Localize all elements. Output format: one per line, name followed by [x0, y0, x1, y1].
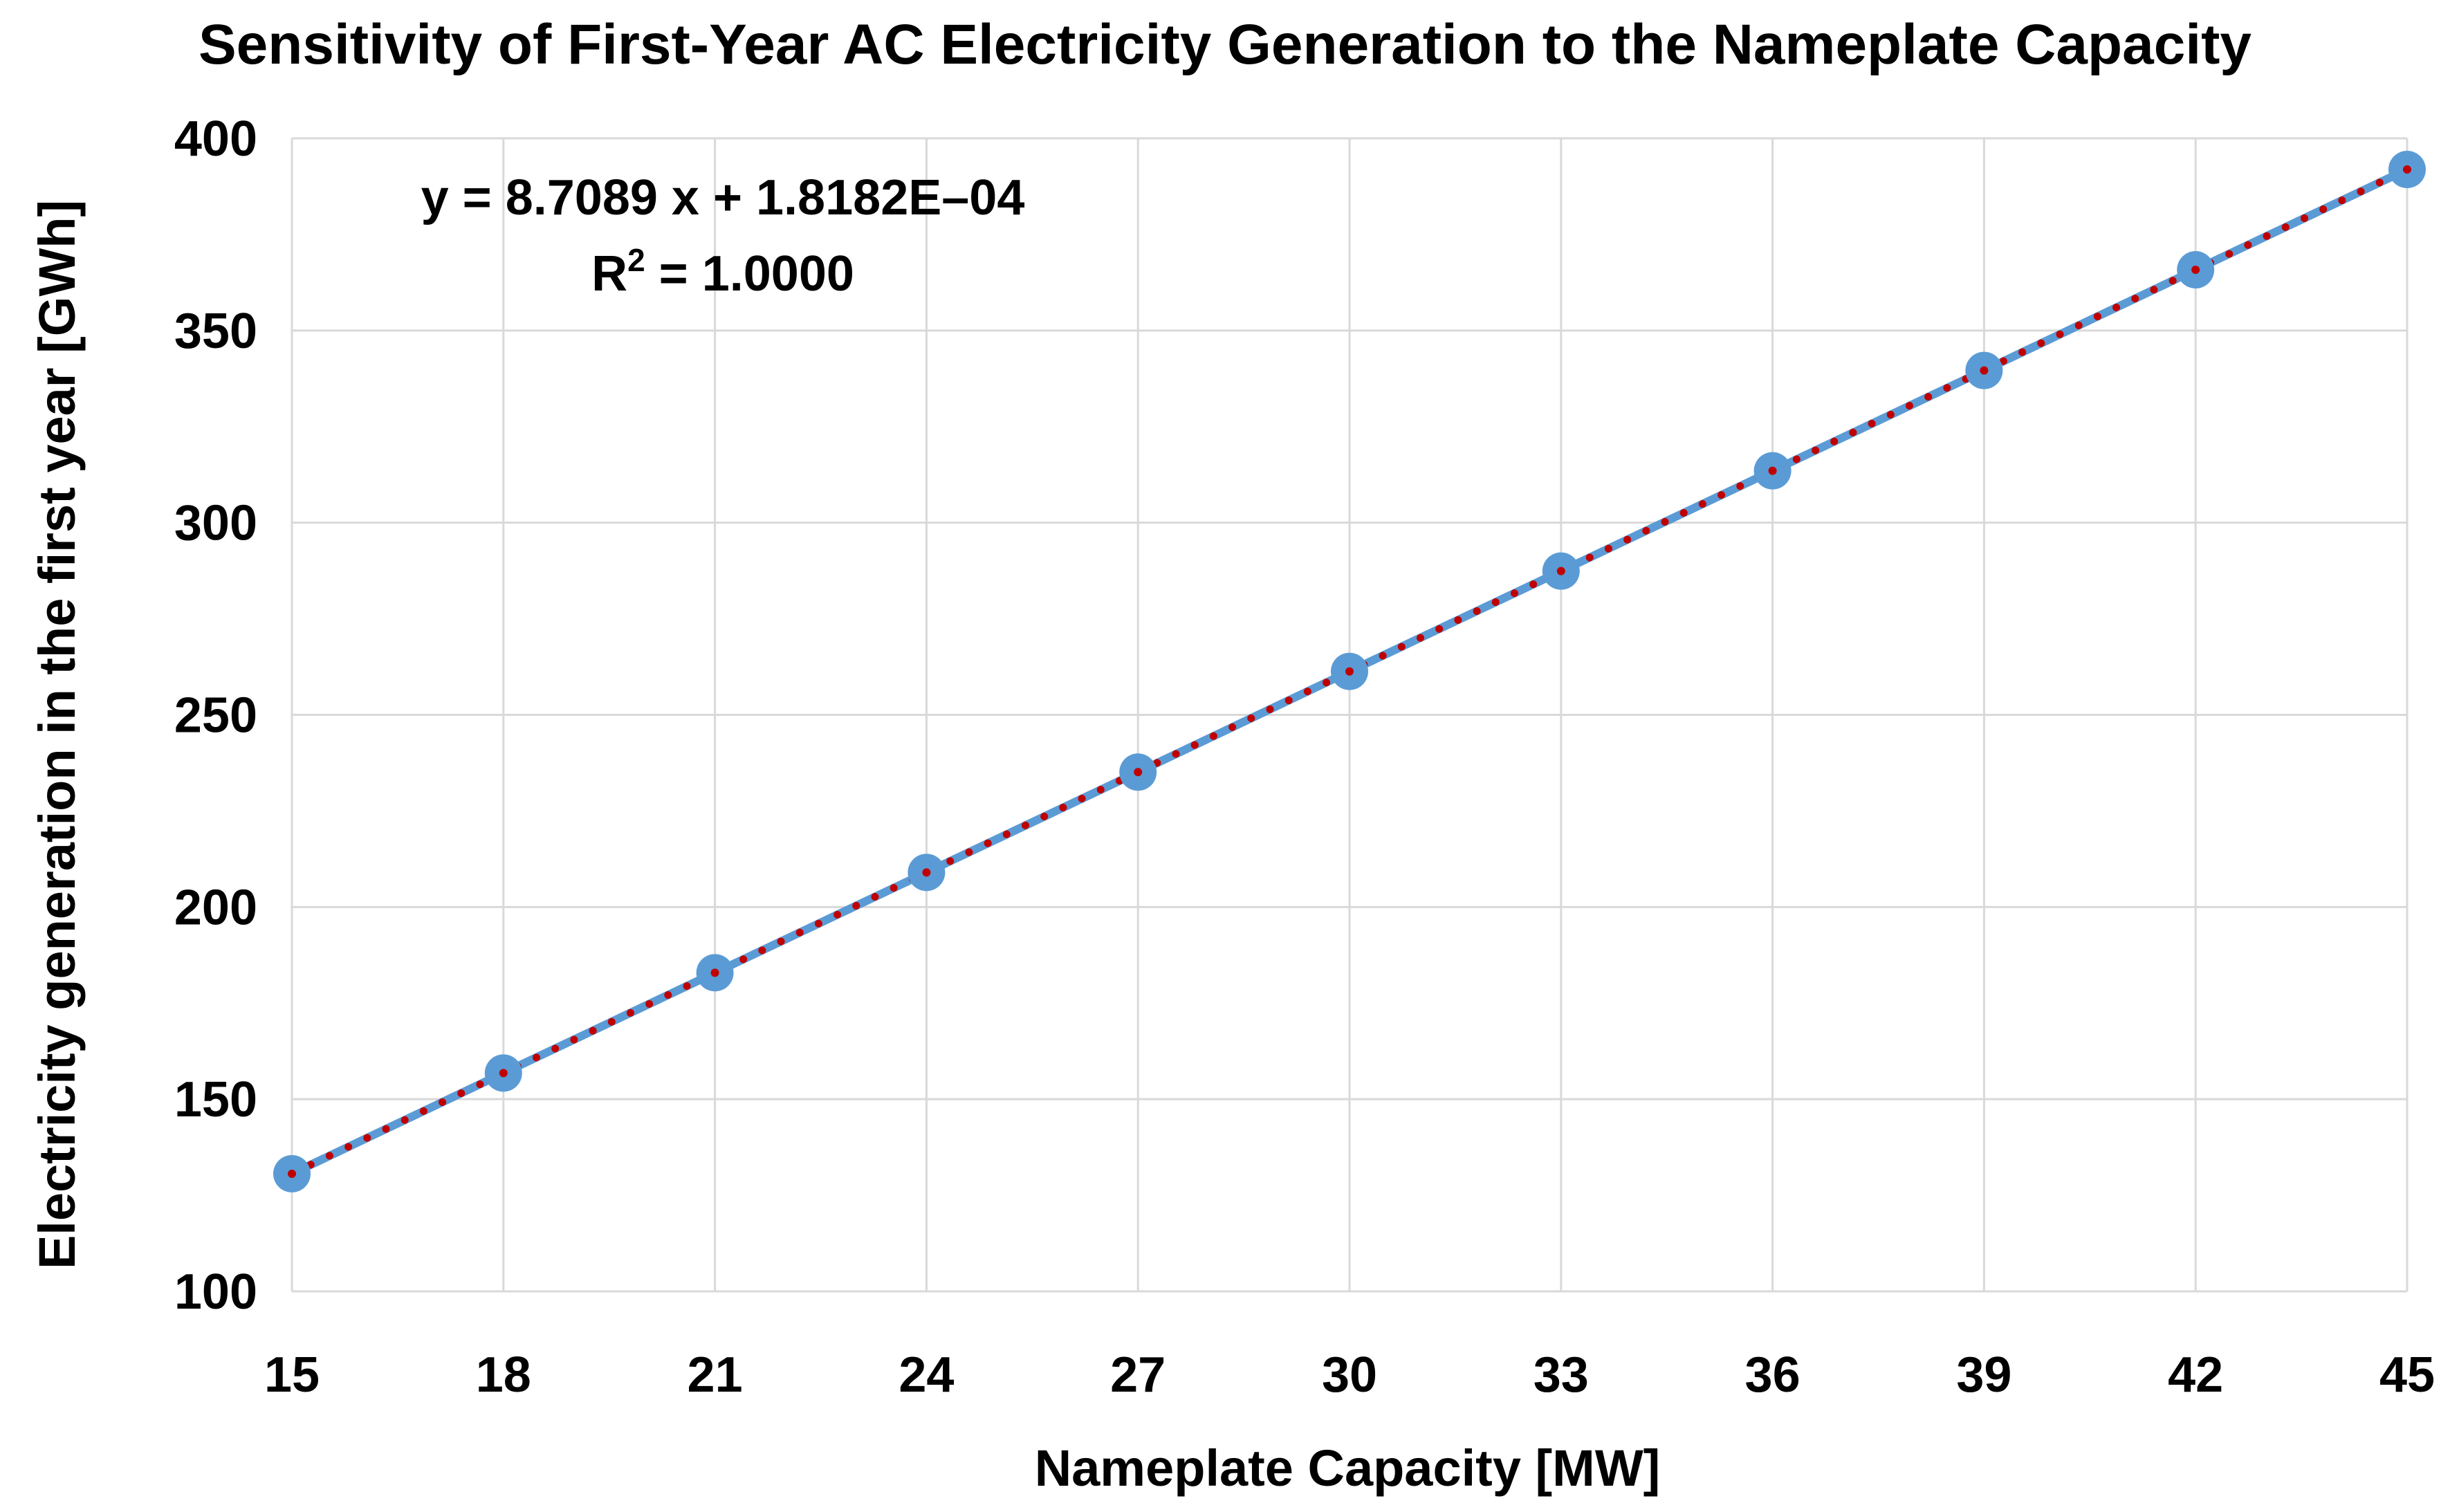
- chart-title: Sensitivity of First-Year AC Electricity…: [198, 13, 2252, 76]
- trendline-dot-15: [288, 1169, 296, 1178]
- y-axis-label: Electricity generation in the first year…: [28, 200, 86, 1269]
- trendline-dot-24: [922, 868, 931, 877]
- trendline-dot-18: [499, 1069, 508, 1078]
- r2-value: = 1.0000: [645, 246, 854, 302]
- y-tick-label-150: 150: [174, 1072, 257, 1127]
- x-tick-label-27: 27: [1110, 1347, 1166, 1403]
- trendline-dot-33: [1556, 566, 1565, 575]
- trendline-equation: y = 8.7089 x + 1.8182E–04: [421, 170, 1025, 225]
- trendline-dot-30: [1345, 667, 1354, 676]
- x-tick-label-15: 15: [264, 1347, 320, 1403]
- x-tick-label-42: 42: [2168, 1347, 2223, 1403]
- y-tick-label-400: 400: [174, 111, 257, 167]
- x-tick-label-39: 39: [1956, 1347, 2011, 1403]
- r2-label: R: [591, 246, 627, 302]
- x-tick-label-24: 24: [899, 1347, 954, 1403]
- x-tick-label-30: 30: [1322, 1347, 1377, 1403]
- y-tick-label-250: 250: [174, 688, 257, 744]
- y-tick-label-200: 200: [174, 880, 257, 935]
- x-axis-label: Nameplate Capacity [MW]: [1035, 1439, 1661, 1497]
- trendline-dot-45: [2403, 165, 2411, 174]
- tick-labels-layer: 100 150 200 250 300 350 400 15 18 21 24 27 30 33 36 39 4…: [174, 111, 2435, 1403]
- r2-superscript: 2: [627, 242, 645, 278]
- trendline-r-squared: R2 = 1.0000: [591, 242, 854, 302]
- grid-layer: [291, 137, 2408, 1293]
- trendline-dot-36: [1768, 466, 1777, 475]
- y-tick-label-350: 350: [174, 304, 257, 359]
- x-tick-label-18: 18: [476, 1347, 531, 1403]
- x-tick-label-33: 33: [1533, 1347, 1589, 1403]
- x-tick-label-21: 21: [688, 1347, 743, 1403]
- x-tick-label-45: 45: [2379, 1347, 2435, 1403]
- x-tick-label-36: 36: [1745, 1347, 1800, 1403]
- trendline-dot-21: [710, 968, 719, 977]
- trendline-dot-39: [1980, 366, 1989, 375]
- data-points-layer: [273, 151, 2426, 1192]
- y-tick-label-100: 100: [174, 1264, 257, 1320]
- trendline-dot-42: [2191, 266, 2200, 275]
- y-tick-label-300: 300: [174, 496, 257, 551]
- trendline-dot-27: [1134, 768, 1143, 777]
